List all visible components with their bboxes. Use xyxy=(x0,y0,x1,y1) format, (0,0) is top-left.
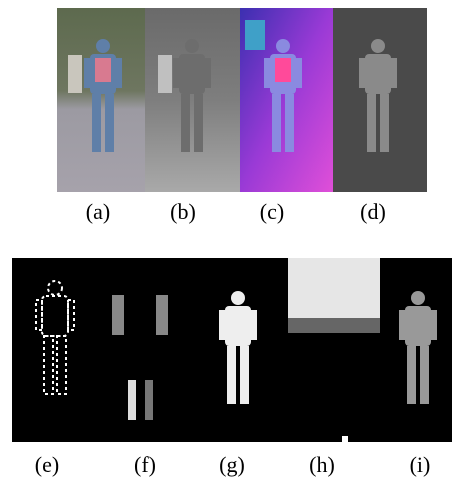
panel-a xyxy=(57,8,145,192)
panel-label: (b) xyxy=(170,199,196,224)
panel-label: (i) xyxy=(410,452,431,477)
panel-label: (f) xyxy=(134,452,156,477)
panel-b xyxy=(145,8,240,192)
panel-label: (h) xyxy=(309,452,335,477)
panel-label: (e) xyxy=(35,452,59,477)
panel-d xyxy=(333,8,427,192)
panel-label: (d) xyxy=(360,199,386,224)
figure: (a) (b) (c) (d) (e) (f) (g) (h) (i) xyxy=(0,0,465,477)
top-row-images xyxy=(57,8,427,192)
panel-label: (a) xyxy=(86,199,110,224)
bottom-row-images xyxy=(12,258,452,442)
panel-c xyxy=(240,8,333,192)
panel-label: (g) xyxy=(219,452,245,477)
panel-label: (c) xyxy=(260,199,284,224)
